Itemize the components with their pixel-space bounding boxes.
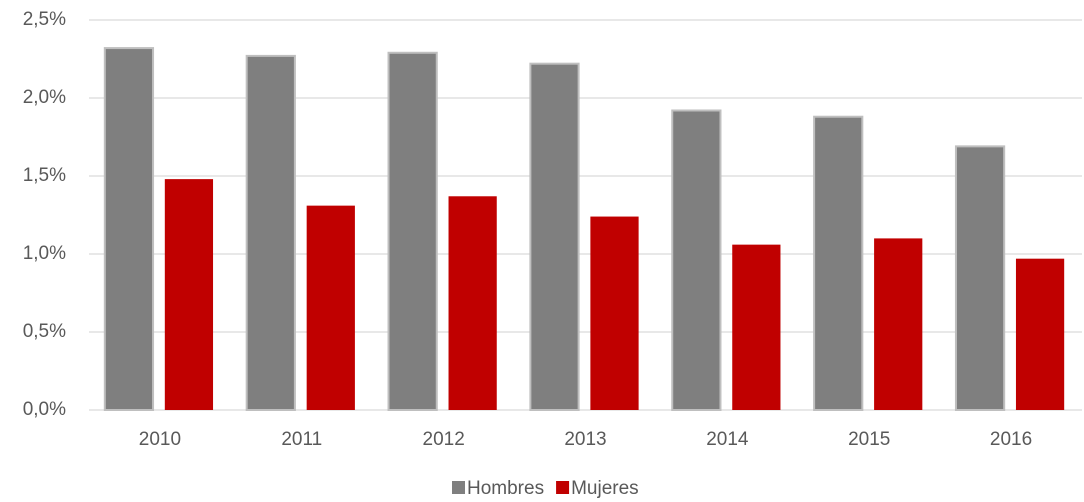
legend-swatch (556, 481, 570, 494)
legend-label: Hombres (467, 478, 544, 499)
bar (813, 115, 864, 411)
x-tick-label: 2015 (848, 429, 890, 450)
bar (245, 54, 296, 411)
bar (103, 47, 155, 412)
y-tick-label: 2,5% (23, 9, 66, 30)
y-tick-label: 0,0% (23, 399, 66, 420)
x-tick-label: 2012 (423, 429, 465, 450)
bar (164, 179, 214, 410)
y-tick-label: 2,0% (23, 87, 66, 108)
bar (387, 51, 438, 411)
y-tick-label: 0,5% (23, 321, 66, 342)
bar (306, 205, 355, 410)
x-tick-label: 2014 (706, 429, 749, 450)
bar (1015, 258, 1065, 410)
bar (529, 62, 580, 412)
x-tick-label: 2010 (139, 429, 181, 450)
bar (671, 109, 722, 411)
bar (874, 238, 923, 410)
legend-label: Mujeres (571, 478, 639, 499)
legend-swatch (452, 481, 465, 494)
x-tick-label: 2013 (564, 429, 606, 450)
x-tick-label: 2011 (281, 429, 322, 450)
y-tick-label: 1,0% (23, 243, 66, 264)
bar (732, 244, 781, 410)
bar (590, 216, 639, 410)
y-tick-label: 1,5% (23, 165, 66, 186)
bar (448, 196, 497, 410)
x-tick-label: 2016 (990, 429, 1032, 450)
bar (954, 145, 1006, 412)
